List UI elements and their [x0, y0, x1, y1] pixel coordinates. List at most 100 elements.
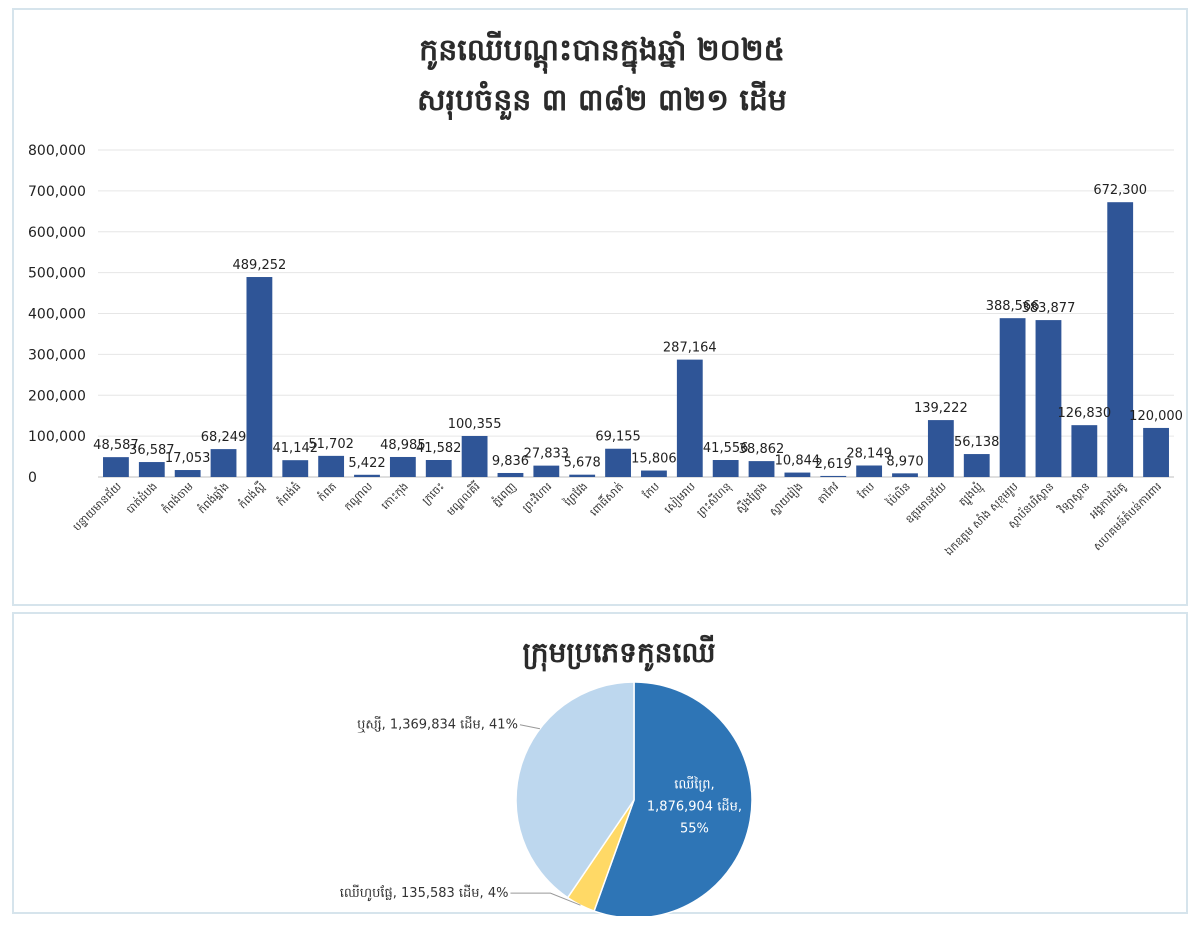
category-label: កំពត	[315, 479, 340, 504]
bar-data-label: 51,702	[308, 437, 354, 452]
y-axis-ticks: 0 100,000 200,000 300,000 400,000 500,000 600,…	[28, 143, 86, 486]
bar-data-label: 100,355	[448, 417, 502, 432]
bar-data-label: 41,582	[416, 441, 462, 456]
pie-label-bamboo: ឬស្សី, 1,369,834 ដើម, 41%	[357, 716, 518, 734]
bar	[497, 472, 524, 477]
category-label: ព្រះសីហនុ	[693, 479, 734, 520]
y-tick-label: 100,000	[28, 429, 86, 445]
bar	[856, 465, 883, 477]
bar-data-label: 5,678	[564, 456, 601, 471]
pie-slice	[593, 681, 753, 916]
bar	[354, 474, 380, 477]
category-label: បន្ទាយមានជ័យ	[70, 479, 124, 533]
bar-data-label: 489,252	[233, 258, 287, 273]
bar-data-label: 120,000	[1129, 409, 1183, 424]
bar-data-label: 48,587	[93, 438, 139, 453]
y-tick-label: 200,000	[28, 388, 86, 404]
pie-chart-title: ក្រុមប្រភេទកូនឈើ	[522, 634, 715, 672]
bar	[999, 318, 1026, 477]
bar	[318, 455, 345, 477]
category-label: កែប	[855, 479, 877, 501]
bar-series	[103, 202, 1169, 477]
category-label: មណ្ឌលគិរី	[444, 479, 483, 518]
bar-data-label: 139,222	[914, 401, 968, 416]
category-label: ក្រចេះ	[420, 480, 447, 507]
y-tick-label: 600,000	[28, 225, 86, 241]
pie-label-forest: ឈើព្រៃ, 1,876,904 ដើម, 55%	[647, 776, 742, 837]
bar-data-label: 36,587	[129, 443, 175, 458]
bar	[282, 460, 309, 477]
bar	[748, 461, 775, 477]
category-label: ស្វាយរៀង	[766, 479, 806, 519]
bar	[425, 460, 452, 477]
bar	[103, 457, 129, 477]
bar	[641, 470, 667, 477]
bar	[461, 435, 488, 477]
bar	[820, 475, 847, 477]
y-tick-label: 700,000	[28, 184, 86, 200]
category-label: តាកែវ	[814, 479, 842, 507]
bar-data-label: 27,833	[524, 447, 570, 462]
bar	[963, 454, 990, 477]
bar-data-label: 2,619	[815, 457, 852, 472]
bar-chart-panel: កូនឈើបណ្ដុះបានក្នុងឆ្នាំ ២០២៥ សរុបចំនួន …	[12, 8, 1188, 606]
category-label: បាត់ដំបង	[123, 479, 160, 516]
bar-data-label: 15,806	[631, 452, 677, 467]
pie-slices	[515, 681, 753, 916]
y-gridlines	[98, 149, 1174, 478]
bar-data-label: 38,862	[739, 442, 785, 457]
bar	[1035, 320, 1062, 477]
pie-slice	[515, 681, 635, 899]
bar-data-label: 17,053	[165, 451, 211, 466]
bar-data-label: 41,142	[273, 441, 319, 456]
category-label: កំពង់ធំ	[274, 479, 304, 509]
bar	[892, 473, 918, 477]
pie-labels: ឈើព្រៃ, 1,876,904 ដើម, 55% ឈើហូបផ្លែ, 135,5…	[340, 716, 742, 906]
category-label: សហគមន៍តំបន់ការពារ	[1090, 479, 1164, 553]
bar-data-label: 48,985	[380, 438, 426, 453]
x-axis-categories: បន្ទាយមានជ័យ បាត់ដំបង កំពង់ចាម កំពង់ឆ្នាំង ក…	[70, 479, 1164, 559]
bar	[1071, 425, 1098, 477]
bar	[210, 449, 237, 477]
bar-data-label: 8,970	[886, 454, 923, 469]
pie-label-fruit: ឈើហូបផ្លែ, 135,583 ដើម, 4%	[340, 884, 509, 902]
bar	[569, 474, 596, 477]
bar	[676, 359, 703, 477]
bar-chart: កូនឈើបណ្ដុះបានក្នុងឆ្នាំ ២០២៥ សរុបចំនួន …	[28, 30, 1183, 559]
y-tick-label: 300,000	[28, 347, 86, 363]
category-label: កែប	[640, 479, 662, 501]
y-tick-label: 500,000	[28, 266, 86, 282]
bar-data-label: 126,830	[1057, 406, 1111, 421]
pie-chart: ក្រុមប្រភេទកូនឈើ ឈើព្រៃ, 1,876,904 ដើម, 55…	[340, 634, 753, 916]
bar-data-label: 10,844	[775, 454, 821, 469]
bar-data-label: 9,836	[492, 454, 529, 469]
y-tick-label: 400,000	[28, 307, 86, 323]
bar-data-label: 388,566	[986, 299, 1040, 314]
category-label: កំពង់ចាម	[159, 479, 196, 516]
bar	[389, 456, 416, 477]
bar-data-label: 56,138	[954, 435, 1000, 450]
pie-leader-line	[510, 892, 581, 906]
bar-data-label: 5,422	[348, 456, 385, 471]
bar-data-label: 69,155	[595, 430, 641, 445]
category-label: ភ្នំពេញ	[489, 479, 519, 509]
category-label: ប៉ៃលិន	[883, 479, 913, 509]
y-tick-label: 800,000	[28, 143, 86, 159]
bar	[605, 448, 631, 477]
bar	[1143, 427, 1169, 477]
bar	[174, 470, 201, 477]
y-tick-label: 0	[28, 470, 37, 486]
category-label: ព្រៃវែង	[560, 479, 590, 509]
bar-data-label: 28,149	[846, 446, 892, 461]
category-label: ត្បូងឃ្មុំ	[955, 479, 986, 510]
category-label: ស្ទឹងត្រែង	[733, 479, 770, 516]
bar-chart-title-line1: កូនឈើបណ្ដុះបានក្នុងឆ្នាំ ២០២៥	[419, 30, 785, 74]
bar	[533, 465, 560, 477]
category-label: ពោធិ៍សាត់	[586, 479, 626, 519]
bar	[246, 277, 273, 477]
pie-chart-panel: ក្រុមប្រភេទកូនឈើ ឈើព្រៃ, 1,876,904 ដើម, 55…	[12, 612, 1188, 916]
category-label: ព្រះវិហារ	[519, 479, 554, 514]
pie-leader-line	[519, 724, 541, 730]
category-label: កំពង់ឆ្នាំង	[195, 479, 232, 516]
